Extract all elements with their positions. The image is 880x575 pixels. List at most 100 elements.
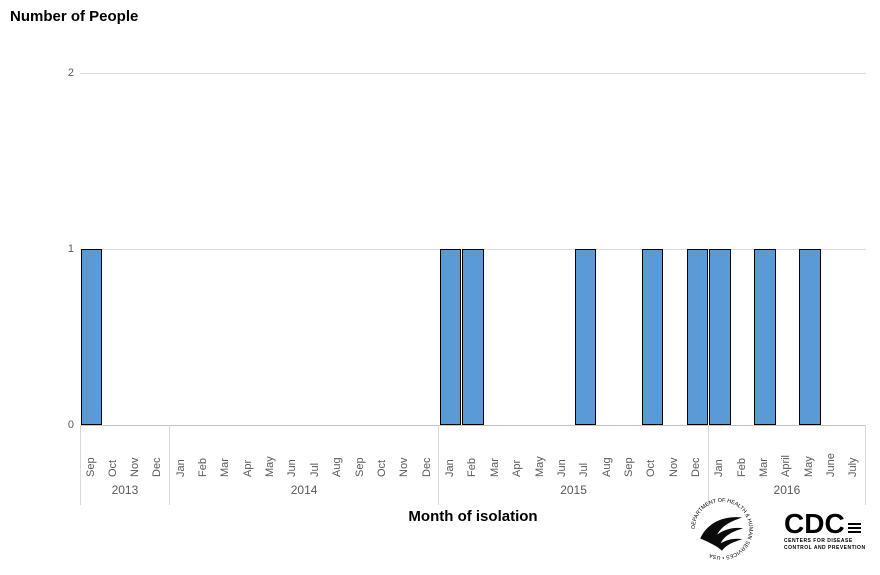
- month-column-sep-2015: [619, 73, 641, 425]
- month-column-jul-2014: [305, 73, 327, 425]
- chart-title: Number of People: [10, 8, 139, 25]
- bar-oct-2015: [641, 249, 664, 425]
- month-column-may-2014: [260, 73, 282, 425]
- month-label: Dec: [690, 457, 703, 477]
- month-column-feb-2016: [731, 73, 753, 425]
- month-column-oct-2014: [372, 73, 394, 425]
- month-column-jan-2016: [709, 73, 731, 425]
- y-tick-label: 0: [67, 419, 74, 431]
- cdc-subtext-line2: CONTROL AND PREVENTION: [784, 544, 866, 551]
- month-label: Oct: [107, 459, 120, 477]
- year-group-2016: Jan Feb Mar April May June July 2016: [709, 73, 866, 505]
- month-label: Feb: [735, 458, 748, 477]
- year-group-2013: Sep Oct Nov Dec 2013: [80, 73, 170, 505]
- month-column-aug-2014: [327, 73, 349, 425]
- month-label: May: [802, 456, 815, 477]
- month-column-apr-2014: [237, 73, 259, 425]
- bar-may-2016: [799, 249, 821, 425]
- year-label: 2015: [560, 483, 587, 497]
- month-column-nov-2013: [125, 73, 147, 425]
- month-label: Mar: [219, 458, 232, 477]
- month-label: Jun: [286, 459, 299, 477]
- bar-feb-2015: [462, 249, 484, 425]
- bar-sep-2013: [80, 249, 102, 425]
- month-label: Jul: [308, 462, 321, 477]
- year-group-2015: Jan Feb Mar Apr May Jun Jul Aug Sep Oct Nov Dec 2015: [439, 73, 709, 505]
- month-column-jul-2015: [574, 73, 596, 425]
- year-label: 2013: [111, 483, 139, 497]
- bar-mar-2016: [754, 249, 776, 425]
- bars-and-axis: Sep Oct Nov Dec 2013 Jan Feb Mar Apr May Jun Jul Aug…: [80, 73, 866, 505]
- year-label: 2016: [773, 483, 801, 497]
- month-column-jan-2014: [170, 73, 192, 425]
- month-column-dec-2013: [147, 73, 169, 425]
- month-column-dec-2014: [417, 73, 439, 425]
- month-label: Apr: [511, 459, 524, 477]
- year-label: 2014: [290, 483, 318, 497]
- month-label: Mar: [488, 458, 501, 477]
- month-column-dec-2015: [686, 73, 709, 425]
- month-label: Mar: [758, 458, 771, 477]
- month-label: Feb: [196, 458, 209, 477]
- month-label: Apr: [241, 459, 254, 477]
- month-label: Aug: [600, 457, 613, 477]
- month-column-aug-2015: [596, 73, 618, 425]
- x-axis-title: Month of isolation: [408, 508, 538, 525]
- month-column-april-2016: [776, 73, 798, 425]
- month-column-sep-2013: [80, 73, 102, 425]
- axis-label-region: Jan Feb Mar April May June July 2016: [709, 425, 866, 505]
- y-tick-label: 1: [67, 243, 74, 255]
- bar-jan-2015: [439, 249, 462, 425]
- svg-text:DEPARTMENT OF HEALTH & HUMAN S: DEPARTMENT OF HEALTH & HUMAN SERVICES • …: [691, 498, 753, 560]
- month-label: Jan: [174, 459, 187, 477]
- axis-label-region: Sep Oct Nov Dec 2013: [80, 425, 170, 505]
- month-column-mar-2015: [484, 73, 506, 425]
- month-column-sep-2014: [349, 73, 371, 425]
- hhs-eagle-icon: [700, 517, 744, 551]
- month-label: Sep: [623, 457, 635, 477]
- month-column-mar-2016: [754, 73, 776, 425]
- month-label: Oct: [375, 459, 388, 477]
- month-column-oct-2015: [641, 73, 664, 425]
- month-label: June: [825, 453, 838, 477]
- month-label: May: [264, 456, 277, 477]
- month-label: July: [847, 457, 860, 477]
- bar-dec-2015: [686, 249, 709, 425]
- gridline: [80, 73, 866, 74]
- month-label: Oct: [645, 459, 658, 477]
- month-column-feb-2014: [192, 73, 214, 425]
- y-tick-label: 2: [67, 67, 74, 79]
- month-column-nov-2015: [664, 73, 686, 425]
- hhs-logo: DEPARTMENT OF HEALTH & HUMAN SERVICES • …: [691, 498, 753, 560]
- month-column-jun-2015: [552, 73, 574, 425]
- month-column-oct-2013: [102, 73, 124, 425]
- y-axis-tick-labels: 0 1 2: [38, 67, 74, 431]
- month-label: Aug: [331, 457, 344, 477]
- cdc-subtext-line1: CENTERS FOR DISEASE: [784, 537, 853, 544]
- month-label: Jan: [713, 459, 726, 477]
- month-column-nov-2014: [394, 73, 416, 425]
- cdc-stripes-icon: [847, 522, 861, 536]
- month-label: Nov: [667, 457, 680, 477]
- axis-label-region: Jan Feb Mar Apr May Jun Jul Aug Sep Oct Nov Dec 2014: [170, 425, 440, 505]
- month-label: Jul: [578, 462, 591, 477]
- month-column-jan-2015: [439, 73, 462, 425]
- month-label: May: [533, 456, 546, 477]
- month-column-mar-2014: [215, 73, 237, 425]
- year-group-2014: Jan Feb Mar Apr May Jun Jul Aug Sep Oct Nov Dec 2014: [170, 73, 440, 505]
- month-label: Nov: [398, 457, 411, 477]
- month-label: Feb: [466, 458, 479, 477]
- bar-jan-2016: [709, 249, 731, 425]
- month-label: Jan: [444, 459, 456, 477]
- axis-label-region: Jan Feb Mar Apr May Jun Jul Aug Sep Oct Nov Dec 2015: [439, 425, 709, 505]
- month-column-apr-2015: [507, 73, 529, 425]
- month-label: April: [780, 454, 793, 477]
- bar-jul-2015: [574, 249, 596, 425]
- month-label: Sep: [85, 457, 98, 477]
- month-column-june-2016: [821, 73, 843, 425]
- month-column-may-2016: [799, 73, 821, 425]
- hhs-circle-text: DEPARTMENT OF HEALTH & HUMAN SERVICES • …: [691, 498, 753, 560]
- month-label: Jun: [555, 459, 568, 477]
- month-column-feb-2015: [462, 73, 484, 425]
